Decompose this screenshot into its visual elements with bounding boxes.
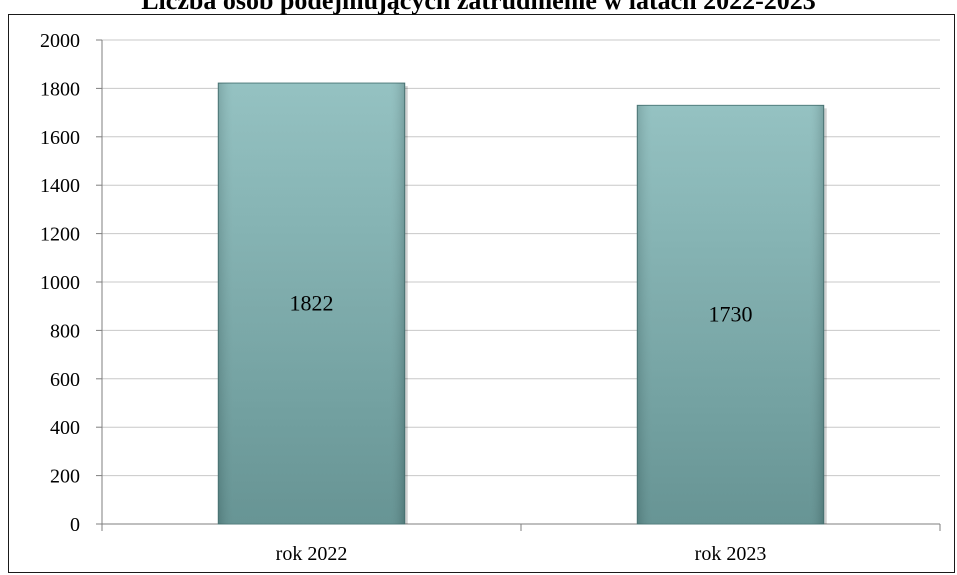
bar-highlight [637,105,824,524]
bar-highlight [218,83,405,525]
y-tick-label: 1200 [40,224,80,246]
y-tick-label: 2000 [40,30,80,52]
y-tick-label: 400 [50,417,80,439]
y-tick-label: 200 [50,466,80,488]
data-label: 1822 [290,291,334,316]
labels: 0 200 400 600 800 1000 1200 1400 1600 1800 2000 182… [40,30,766,565]
y-tick-label: 1800 [40,78,80,100]
chart-title: Liczba osób podejmujących zatrudnienie w… [141,0,816,15]
y-tick-label: 1600 [40,127,80,149]
y-tick-label: 800 [50,320,80,342]
y-tick-label: 600 [50,369,80,391]
x-category-label: rok 2022 [276,543,348,565]
bars [217,82,827,525]
y-tick-label: 0 [70,514,80,536]
data-label: 1730 [709,302,753,327]
y-tick-label: 1000 [40,272,80,294]
y-tick-label: 1400 [40,175,80,197]
x-category-label: rok 2023 [695,543,767,565]
